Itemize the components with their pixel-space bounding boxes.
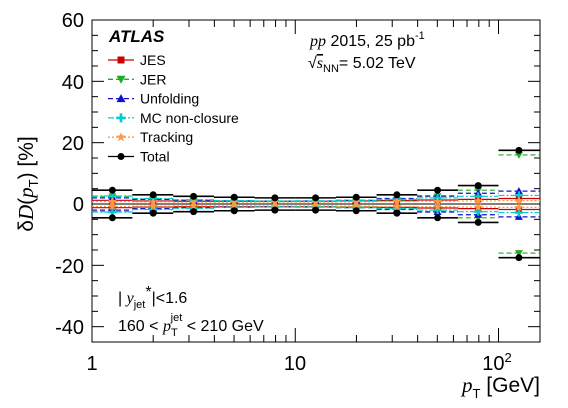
data-point	[351, 197, 361, 206]
rapidity-cut-label: | yjet*|<1.6	[118, 284, 187, 311]
y-tick-label: -40	[55, 317, 84, 339]
data-point	[108, 197, 117, 206]
data-point	[392, 197, 402, 206]
data-point	[474, 207, 483, 216]
data-point	[230, 193, 238, 201]
series-total	[92, 146, 540, 262]
legend-marker	[116, 94, 126, 103]
data-point	[149, 205, 158, 214]
legend-marker	[116, 132, 126, 142]
data-point	[148, 197, 158, 206]
y-tick-label: 40	[62, 72, 84, 94]
plot-frame	[91, 19, 541, 343]
data-point	[189, 201, 198, 210]
y-tick-label: -20	[55, 256, 84, 278]
data-point	[474, 182, 482, 190]
data-point	[108, 186, 116, 194]
data-point	[433, 206, 442, 215]
x-tick-label: 10	[284, 353, 306, 375]
data-point	[271, 206, 279, 214]
data-point	[433, 202, 442, 211]
atlas-label: ATLAS	[108, 27, 165, 46]
data-point	[514, 196, 524, 205]
data-point	[108, 192, 117, 201]
axis-ticks	[91, 19, 540, 343]
data-point	[515, 146, 523, 154]
legend-marker	[116, 75, 126, 84]
legend-marker	[117, 56, 125, 64]
data-point	[108, 207, 117, 216]
energy-label: √sNN= 5.02 TeV	[308, 55, 416, 75]
data-point	[514, 250, 523, 258]
data-point	[351, 201, 361, 210]
data-point	[352, 207, 360, 215]
data-point	[352, 193, 360, 201]
data-point	[474, 192, 483, 201]
data-point	[514, 208, 523, 217]
data-point	[312, 194, 320, 202]
data-point	[230, 207, 238, 215]
data-point	[434, 186, 442, 194]
data-point	[108, 202, 117, 211]
legend-marker	[117, 153, 125, 160]
y-axis-label: δD(pT) [%]	[14, 136, 41, 232]
dataset-label: pp 2015, 25 pb-1	[309, 30, 425, 50]
data-point	[392, 202, 402, 211]
data-point	[514, 151, 523, 159]
data-point	[434, 214, 442, 222]
data-point	[514, 187, 523, 195]
data-point	[392, 204, 401, 213]
data-point	[148, 201, 158, 210]
data-point	[149, 191, 157, 199]
legend-label: JER	[140, 71, 166, 87]
series-tracking	[92, 196, 540, 211]
data-point	[230, 201, 239, 210]
legend-label: MC non-closure	[140, 110, 239, 126]
data-point	[433, 196, 442, 205]
data-point	[108, 214, 116, 222]
legend-label: Tracking	[140, 129, 193, 145]
legend-label: JES	[140, 52, 166, 68]
data-point	[312, 206, 320, 214]
y-tick-label: 60	[62, 10, 84, 32]
data-point	[474, 218, 482, 226]
legend-marker	[116, 113, 126, 123]
data-point	[473, 202, 483, 211]
pt-cut-label: 160 < pTjet < 210 GeV	[118, 312, 264, 339]
data-point	[473, 196, 483, 205]
data-point	[514, 202, 524, 211]
data-point	[514, 191, 523, 200]
data-point	[190, 192, 198, 200]
data-point	[515, 254, 523, 262]
y-tick-label: 20	[62, 133, 84, 155]
data-point	[271, 194, 279, 202]
x-axis-label: pT [GeV]	[460, 373, 540, 401]
data-point	[149, 209, 157, 217]
x-tick-label: 1	[86, 353, 97, 375]
legend-label: Unfolding	[140, 91, 199, 107]
legend: JES JER Unfolding MC non-closure Tracking Tot…	[108, 52, 239, 165]
data-marks	[92, 146, 540, 262]
x-tick-label: 102	[482, 350, 511, 375]
data-point	[393, 191, 401, 199]
data-point	[393, 209, 401, 217]
data-point	[190, 208, 198, 216]
y-tick-label: 0	[73, 194, 84, 216]
legend-label: Total	[140, 149, 170, 165]
